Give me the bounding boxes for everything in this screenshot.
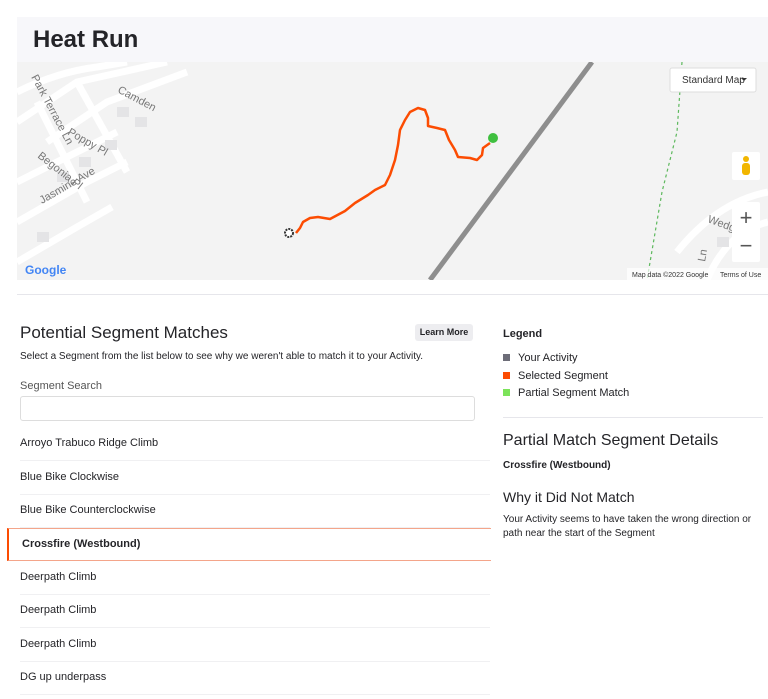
instructions: Select a Segment from the list below to … — [20, 351, 424, 362]
route — [295, 106, 491, 234]
search-input[interactable] — [20, 396, 475, 421]
divider — [17, 294, 768, 295]
divider — [503, 417, 763, 418]
legend-item: Your Activity — [503, 352, 578, 364]
end-marker — [488, 133, 498, 143]
details-title: Partial Match Segment Details — [503, 432, 719, 449]
pegman[interactable] — [732, 152, 760, 180]
section-title: Potential Segment Matches — [20, 323, 228, 342]
segment-item-selected[interactable]: Crossfire (Westbound) — [7, 528, 491, 561]
map-type-label[interactable]: Standard Map — [682, 75, 745, 86]
google-logo: Google — [25, 263, 67, 277]
legend-item: Selected Segment — [503, 370, 608, 382]
attribution: Map data ©2022 Google — [632, 271, 708, 279]
map-type-control[interactable]: Standard Map — [669, 67, 757, 93]
legend-label: Partial Segment Match — [518, 387, 630, 399]
segment-item[interactable]: Deerpath Climb — [20, 628, 490, 662]
learn-more-button[interactable]: Learn More — [415, 324, 473, 341]
legend-label: Selected Segment — [518, 370, 608, 382]
segment-item[interactable]: Deerpath Climb — [20, 561, 490, 595]
trail — [646, 62, 683, 280]
road — [427, 62, 595, 280]
start-marker — [284, 228, 294, 238]
buildings — [37, 107, 747, 247]
segment-item[interactable]: Deerpath Climb — [20, 594, 490, 628]
terms-link[interactable]: Terms of Use — [720, 272, 761, 279]
reason-text: Your Activity seems to have taken the wr… — [503, 514, 752, 539]
map: Park Terrace Ln Camden Poppy Pl Begonia … — [17, 62, 768, 280]
street-label: Ln — [696, 248, 710, 262]
reason-title: Why it Did Not Match — [503, 489, 635, 505]
legend-label: Your Activity — [518, 352, 578, 364]
legend-title: Legend — [503, 328, 543, 340]
header: Heat Run — [17, 17, 768, 63]
activity-title: Heat Run — [33, 26, 139, 53]
zoom-out[interactable]: − — [740, 233, 753, 258]
streets — [17, 62, 768, 280]
zoom-control — [732, 202, 760, 262]
details-segment: Crossfire (Westbound) — [503, 460, 611, 471]
segment-item[interactable]: Blue Bike Clockwise — [20, 461, 490, 495]
segment-item[interactable]: Arroyo Trabuco Ridge Climb — [20, 427, 490, 461]
search-label: Segment Search — [20, 380, 102, 392]
zoom-in[interactable]: + — [740, 205, 753, 230]
segment-item[interactable]: DG up underpass — [20, 661, 490, 695]
segment-item[interactable]: Blue Bike Counterclockwise — [20, 494, 490, 528]
legend-item: Partial Segment Match — [503, 387, 629, 399]
